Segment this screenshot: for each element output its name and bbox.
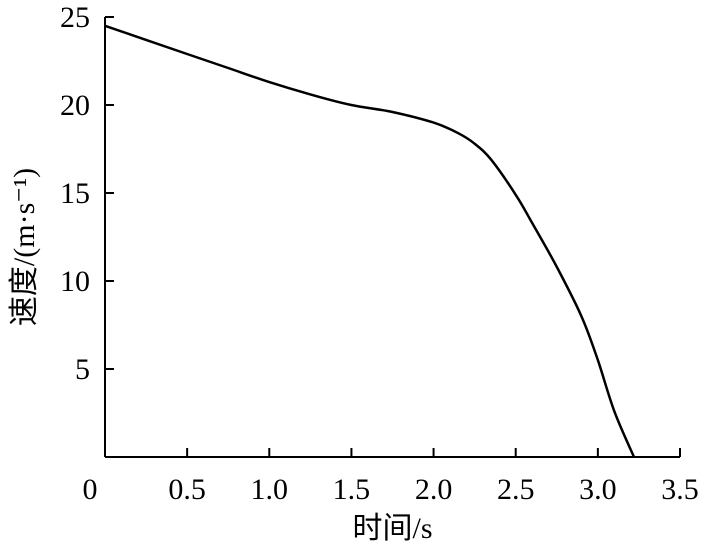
y-tick-label: 20 — [60, 89, 90, 122]
axes — [104, 17, 680, 458]
y-tick-label: 25 — [60, 1, 90, 34]
x-tick-label: 3.0 — [579, 473, 617, 506]
series-group — [104, 24, 636, 458]
x-tick-label: 2.5 — [497, 473, 535, 506]
y-axis-title: 速度/(m·s⁻¹) — [8, 168, 41, 326]
x-tick-label: 2.0 — [415, 473, 453, 506]
y-tick-label: 10 — [60, 265, 90, 298]
x-tick-label: 1.5 — [333, 473, 371, 506]
x-ticks: 0 0.5 1.0 1.5 2.0 2.5 3.0 3.5 — [83, 448, 699, 506]
y-tick-label: 15 — [60, 177, 90, 210]
x-axis-title: 时间/s — [352, 512, 432, 545]
x-tick-label: 0.5 — [168, 473, 206, 506]
x-tick-label: 3.5 — [661, 473, 699, 506]
y-ticks: 5 10 15 20 25 — [60, 1, 114, 386]
x-tick-label: 1.0 — [251, 473, 289, 506]
y-tick-label: 5 — [75, 353, 90, 386]
velocity-series-line — [104, 24, 636, 458]
x-tick-label: 0 — [83, 473, 98, 506]
